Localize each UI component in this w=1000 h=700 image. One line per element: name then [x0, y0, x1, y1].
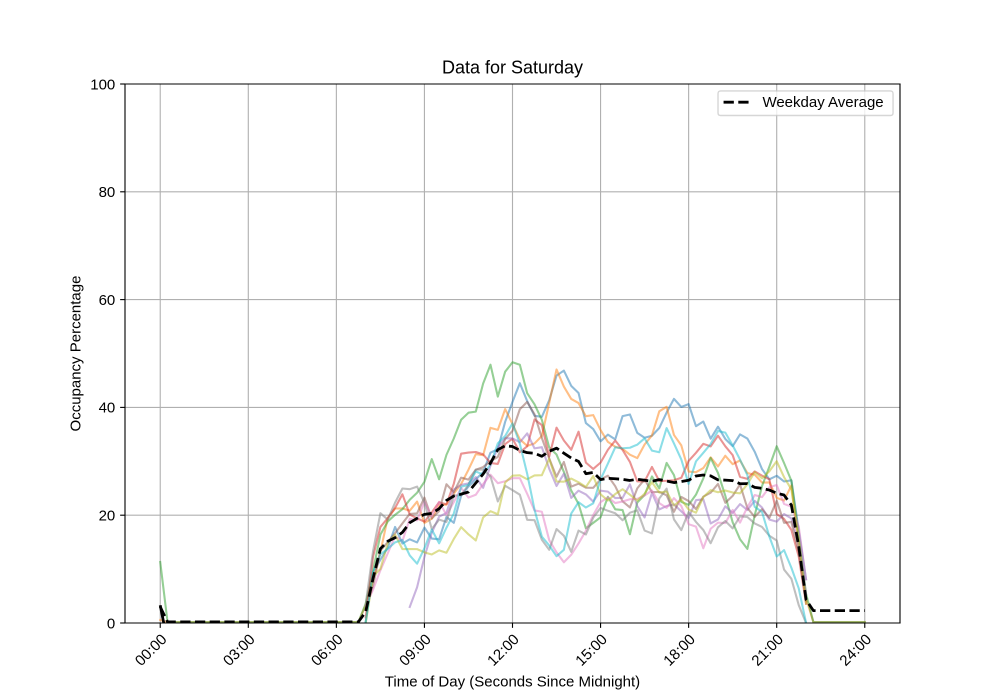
svg-text:60: 60: [99, 292, 116, 309]
svg-text:100: 100: [90, 76, 115, 93]
svg-text:80: 80: [99, 184, 116, 201]
svg-text:Data for Saturday: Data for Saturday: [442, 58, 583, 78]
svg-text:20: 20: [99, 507, 116, 524]
svg-text:Occupancy Percentage: Occupancy Percentage: [67, 276, 84, 432]
svg-text:40: 40: [99, 400, 116, 417]
svg-text:Weekday Average: Weekday Average: [762, 94, 883, 111]
svg-text:Time of Day (Seconds Since Mid: Time of Day (Seconds Since Midnight): [385, 674, 640, 691]
svg-text:0: 0: [107, 615, 115, 632]
